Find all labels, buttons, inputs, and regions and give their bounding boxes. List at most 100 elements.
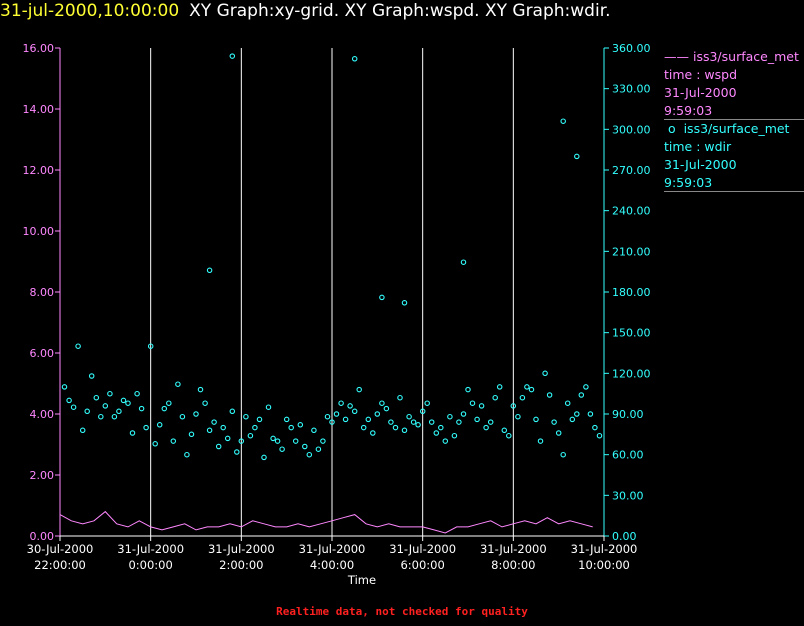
- x-axis-tick-date: 31-Jul-2000: [571, 542, 638, 556]
- wdir-point: [496, 384, 503, 390]
- axes: 0.00 2.00 4.00 6.00 8.00 10.00 12.00 14.00 16.00…: [23, 42, 651, 587]
- wspd-series: [59, 510, 593, 534]
- wdir-point: [75, 343, 81, 349]
- wdir-point: [546, 392, 553, 398]
- title-graph-list: XY Graph:xy-grid. XY Graph:wspd. XY Grap…: [189, 1, 611, 21]
- right-axis-tick-label: 330.00: [612, 83, 651, 96]
- wdir-point: [306, 451, 313, 458]
- wdir-point: [238, 438, 245, 444]
- wdir-point: [578, 392, 585, 398]
- wdir-point: [61, 384, 68, 390]
- wdir-point: [283, 416, 290, 423]
- wdir-point: [333, 411, 340, 417]
- wdir-point: [374, 411, 381, 417]
- wdir-point: [456, 419, 462, 425]
- right-axis-tick-label: 240.00: [612, 205, 651, 218]
- wdir-point: [256, 416, 263, 423]
- wdir-point: [188, 431, 195, 438]
- wdir-point: [143, 424, 149, 431]
- right-axis-tick-label: 300.00: [612, 123, 651, 136]
- x-axis-tick-date: 31-Jul-2000: [117, 542, 184, 556]
- wdir-point: [70, 404, 77, 410]
- wdir-point: [66, 397, 72, 404]
- wdir-point: [261, 454, 267, 461]
- wdir-point: [84, 408, 90, 415]
- wdir-point: [166, 400, 172, 406]
- wdir-point: [270, 435, 276, 442]
- legend-wdir-time: 9:59:03: [664, 175, 713, 190]
- left-axis-tick-label: 4.00: [30, 408, 55, 421]
- wdir-point: [397, 394, 403, 401]
- wdir-point: [288, 424, 294, 431]
- grid-lines: [150, 48, 514, 536]
- wdir-point: [501, 427, 508, 434]
- wdir-point: [311, 427, 317, 434]
- wdir-point: [583, 384, 589, 390]
- wdir-point: [93, 394, 100, 401]
- wdir-point: [542, 370, 548, 377]
- wdir-point: [342, 416, 349, 423]
- legend-wdir-series: o iss3/surface_met: [664, 121, 790, 136]
- wdir-point: [170, 438, 177, 444]
- wdir-point: [152, 441, 158, 447]
- right-axis-tick-label: 60.00: [612, 449, 644, 462]
- wdir-point: [356, 386, 362, 393]
- wdir-point: [483, 424, 489, 431]
- legend-wdir-date: 31-Jul-2000: [664, 157, 737, 172]
- wdir-point: [211, 419, 217, 425]
- right-axis-tick-label: 30.00: [612, 489, 644, 502]
- wdir-point: [274, 438, 281, 444]
- wdir-point: [206, 427, 213, 434]
- left-axis-tick-label: 0.00: [30, 530, 55, 543]
- wdir-point: [474, 416, 480, 423]
- wdir-point: [388, 419, 394, 425]
- wdir-point: [360, 424, 367, 431]
- wdir-point: [533, 416, 539, 423]
- left-axis-tick-label: 16.00: [23, 42, 55, 55]
- wdir-point: [125, 400, 131, 406]
- wdir-point: [134, 390, 140, 397]
- wdir-point: [107, 390, 113, 397]
- right-axis-tick-label: 210.00: [612, 245, 651, 258]
- wdir-point: [460, 259, 467, 265]
- legend-divider: [664, 119, 804, 120]
- wdir-point: [401, 300, 408, 306]
- x-axis-tick-date: 31-Jul-2000: [208, 542, 275, 556]
- wdir-point: [551, 419, 557, 425]
- wdir-point: [351, 56, 358, 62]
- wdir-point: [510, 403, 517, 409]
- wdir-point: [279, 446, 285, 452]
- wdir-point: [197, 386, 204, 393]
- wdir-point: [229, 408, 236, 415]
- wdir-point: [428, 419, 435, 425]
- wdir-point: [320, 438, 326, 444]
- legend-wspd-time: 9:59:03: [664, 103, 713, 118]
- x-axis-tick-date: 31-Jul-2000: [299, 542, 366, 556]
- wdir-point: [537, 438, 544, 444]
- wdir-point: [147, 343, 154, 349]
- left-axis-tick-label: 6.00: [30, 347, 55, 360]
- wdir-point: [252, 424, 258, 431]
- wdir-point: [365, 416, 372, 423]
- wdir-point: [574, 153, 580, 160]
- wdir-point: [433, 430, 440, 436]
- x-axis-label: Time: [347, 573, 376, 587]
- wdir-point: [224, 435, 231, 442]
- wdir-point: [401, 427, 408, 434]
- wdir-point: [315, 446, 322, 452]
- wdir-point: [370, 430, 376, 436]
- legend-wspd-field: time : wspd: [664, 67, 738, 82]
- wdir-point: [111, 413, 118, 420]
- wdir-point: [447, 413, 453, 420]
- wdir-point: [506, 432, 512, 439]
- x-axis-tick-time: 6:00:00: [400, 558, 444, 572]
- wdir-point: [338, 400, 344, 406]
- wdir-point: [592, 424, 598, 431]
- wdir-point: [302, 443, 308, 450]
- wdir-point: [392, 424, 399, 431]
- wdir-point: [215, 443, 222, 450]
- legend-wspd-date: 31-Jul-2000: [664, 85, 737, 100]
- wdir-point: [220, 424, 226, 431]
- wdir-point: [569, 416, 576, 423]
